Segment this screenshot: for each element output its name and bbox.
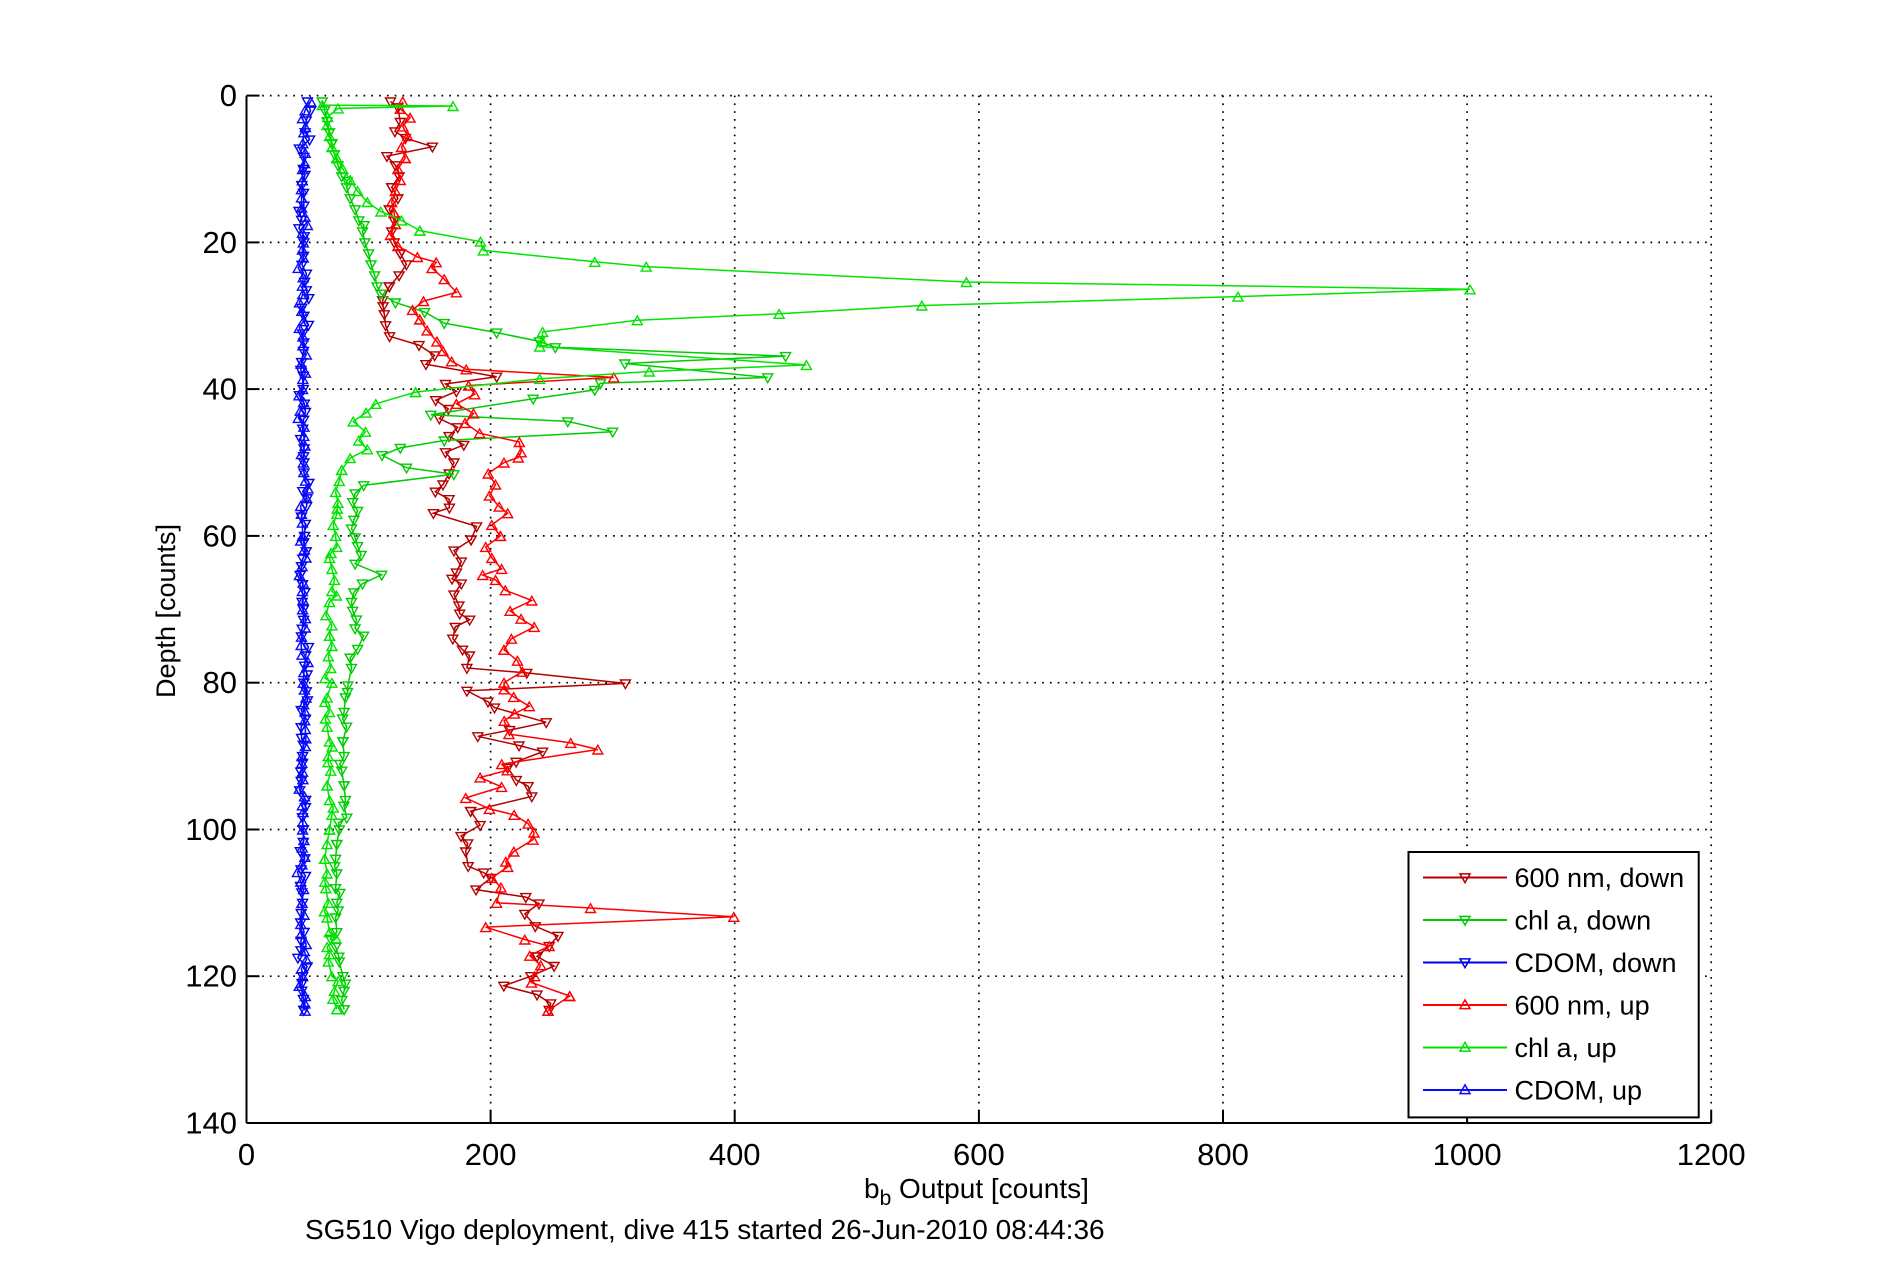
svg-text:100: 100 [185,812,237,847]
svg-text:chl a, down: chl a, down [1515,906,1652,936]
svg-text:0: 0 [220,78,237,113]
svg-text:40: 40 [203,372,237,407]
svg-text:80: 80 [203,665,237,700]
svg-text:600 nm, down: 600 nm, down [1515,863,1685,893]
svg-text:1200: 1200 [1677,1137,1746,1172]
svg-text:1000: 1000 [1433,1137,1502,1172]
svg-text:200: 200 [465,1137,517,1172]
svg-text:bb Output [counts]: bb Output [counts] [864,1173,1089,1210]
svg-text:chl a, up: chl a, up [1515,1033,1617,1063]
svg-text:60: 60 [203,518,237,553]
svg-text:20: 20 [203,225,237,260]
svg-text:CDOM, up: CDOM, up [1515,1076,1643,1106]
svg-text:140: 140 [185,1106,237,1141]
svg-text:SG510 Vigo deployment, dive 41: SG510 Vigo deployment, dive 415 started … [305,1214,1105,1245]
svg-text:120: 120 [185,959,237,994]
svg-text:400: 400 [709,1137,761,1172]
svg-text:CDOM, down: CDOM, down [1515,948,1677,978]
svg-text:0: 0 [238,1137,255,1172]
svg-text:Depth [counts]: Depth [counts] [151,524,181,698]
svg-text:600 nm, up: 600 nm, up [1515,991,1650,1021]
svg-text:800: 800 [1197,1137,1249,1172]
svg-text:600: 600 [953,1137,1005,1172]
